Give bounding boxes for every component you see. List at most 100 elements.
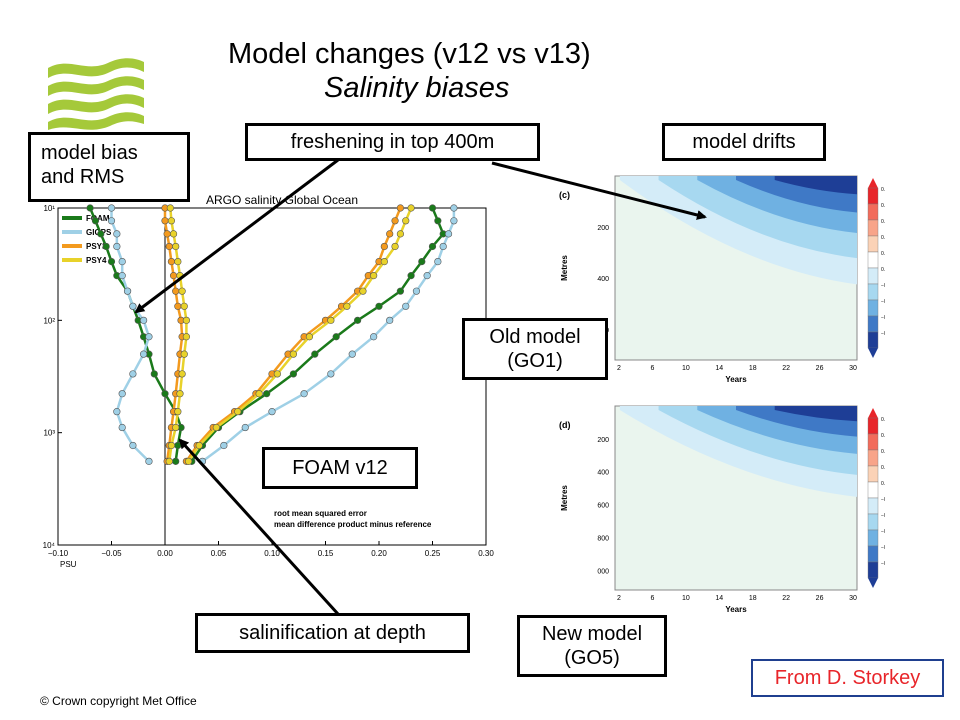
colorbar-label: −0.02 bbox=[881, 497, 885, 503]
data-point-giops bbox=[241, 423, 249, 432]
x-tick-label: 18 bbox=[749, 365, 757, 372]
callout-new-model: New model (GO5) bbox=[517, 615, 667, 677]
data-point-psy4 bbox=[176, 272, 184, 280]
colorbar-label: −0.04 bbox=[881, 513, 885, 519]
colorbar-label: 0.04 bbox=[881, 465, 885, 471]
heatmap-panel-c: (c)Metres20040060026101418222630Years0.1… bbox=[559, 175, 885, 384]
data-point-psy3 bbox=[161, 217, 169, 225]
profile-chart: ARGO salinity Global Ocean −0.10 −0.05 0.00… bbox=[43, 193, 495, 569]
data-point-psy3 bbox=[396, 204, 405, 212]
data-point-giops bbox=[113, 242, 121, 251]
data-point-psy3 bbox=[391, 217, 399, 225]
colorbar-cell bbox=[867, 481, 879, 499]
data-point-psy3 bbox=[380, 242, 388, 251]
colorbar-cell bbox=[867, 283, 879, 301]
x-axis-label: Years bbox=[725, 605, 747, 614]
x-tick-label: 26 bbox=[816, 595, 824, 602]
y-tick-label: 000 bbox=[597, 568, 609, 575]
colorbar-label: 0.08 bbox=[881, 433, 885, 439]
y-tick-label: 10² bbox=[43, 316, 55, 325]
callout-model-drifts: model drifts bbox=[662, 123, 826, 161]
data-point-psy4 bbox=[380, 257, 388, 266]
data-point-giops bbox=[118, 257, 126, 266]
colorbar-label: −0.1 bbox=[881, 561, 885, 567]
x-tick-label: 30 bbox=[849, 595, 857, 602]
data-point-psy4 bbox=[176, 390, 184, 398]
data-point-giops bbox=[412, 287, 421, 295]
data-point-psy3 bbox=[167, 257, 176, 266]
data-point-psy3 bbox=[165, 242, 173, 251]
colorbar-cell bbox=[867, 219, 879, 237]
y-tick-label: 10⁴ bbox=[43, 541, 56, 550]
data-point-giops bbox=[220, 441, 228, 450]
data-point-foam bbox=[86, 204, 94, 212]
colorbar-cell bbox=[867, 433, 879, 451]
colorbar-cell bbox=[867, 497, 879, 515]
slide-title: Model changes (v12 vs v13) bbox=[228, 38, 591, 70]
data-point-psy4 bbox=[178, 287, 186, 295]
data-point-giops bbox=[139, 316, 148, 324]
data-point-psy4 bbox=[178, 370, 186, 378]
callout-freshening: freshening in top 400m bbox=[245, 123, 540, 161]
colorbar-cell bbox=[867, 449, 879, 467]
data-point-giops bbox=[118, 390, 126, 398]
x-tick-label: 14 bbox=[715, 595, 723, 602]
x-tick-label: 0.20 bbox=[371, 549, 387, 558]
callout-foam-v12: FOAM v12 bbox=[262, 447, 418, 489]
data-point-psy4 bbox=[343, 302, 351, 310]
data-point-giops bbox=[386, 316, 394, 324]
data-point-giops bbox=[107, 204, 116, 212]
colorbar-label: −0.06 bbox=[881, 529, 885, 535]
x-tick-label: 2 bbox=[617, 595, 621, 602]
data-point-giops bbox=[300, 390, 308, 398]
x-tick-label: 0.00 bbox=[157, 549, 173, 558]
data-point-psy4 bbox=[172, 242, 180, 251]
data-point-psy3 bbox=[174, 302, 182, 310]
colorbar-cell bbox=[867, 513, 879, 531]
colorbar-label: 0.1 bbox=[881, 417, 885, 423]
data-point-psy4 bbox=[234, 408, 242, 416]
y-tick-label: 10³ bbox=[43, 429, 55, 438]
data-point-psy4 bbox=[402, 217, 410, 225]
colorbar-cell bbox=[867, 251, 879, 269]
data-point-psy4 bbox=[180, 350, 188, 358]
data-point-foam bbox=[375, 302, 383, 310]
data-point-foam bbox=[102, 242, 110, 251]
x-tick-label: 6 bbox=[650, 595, 654, 602]
x-tick-label: −0.10 bbox=[48, 549, 69, 558]
data-point-foam bbox=[354, 316, 362, 324]
data-point-psy3 bbox=[172, 287, 180, 295]
x-tick-label: 22 bbox=[782, 365, 790, 372]
data-point-foam bbox=[289, 370, 298, 378]
x-tick-label: 0.05 bbox=[211, 549, 227, 558]
data-point-foam bbox=[332, 333, 340, 341]
data-point-giops bbox=[450, 217, 458, 225]
data-point-psy4 bbox=[172, 423, 180, 432]
colorbar-label: 0.02 bbox=[881, 251, 885, 257]
chart-title: ARGO salinity Global Ocean bbox=[206, 193, 358, 207]
colorbar-cell bbox=[867, 545, 879, 563]
data-point-foam bbox=[172, 457, 180, 465]
data-point-psy4 bbox=[184, 457, 193, 465]
data-point-foam bbox=[161, 390, 169, 398]
colorbar-cell bbox=[867, 315, 879, 333]
x-tick-label: −0.05 bbox=[101, 549, 122, 558]
data-point-giops bbox=[370, 333, 378, 341]
x-tick-label: 0.15 bbox=[318, 549, 334, 558]
slide-subtitle: Salinity biases bbox=[324, 72, 510, 104]
x-tick-label: 0.25 bbox=[425, 549, 441, 558]
colorbar-label: −0.1 bbox=[881, 331, 885, 337]
data-point-giops bbox=[450, 204, 458, 212]
data-point-foam bbox=[418, 257, 426, 266]
x-tick-label: 14 bbox=[715, 365, 723, 372]
x-tick-label: 0.30 bbox=[478, 549, 494, 558]
colorbar-label: 0.0 bbox=[881, 267, 885, 273]
callout-salinification: salinification at depth bbox=[195, 613, 470, 653]
data-point-foam bbox=[434, 217, 442, 225]
data-point-psy4 bbox=[212, 423, 220, 432]
data-point-psy4 bbox=[370, 272, 378, 280]
colorbar-cell bbox=[867, 203, 879, 221]
colorbar-label: 0.08 bbox=[881, 203, 885, 209]
data-point-foam bbox=[428, 204, 437, 212]
data-point-giops bbox=[129, 441, 137, 450]
